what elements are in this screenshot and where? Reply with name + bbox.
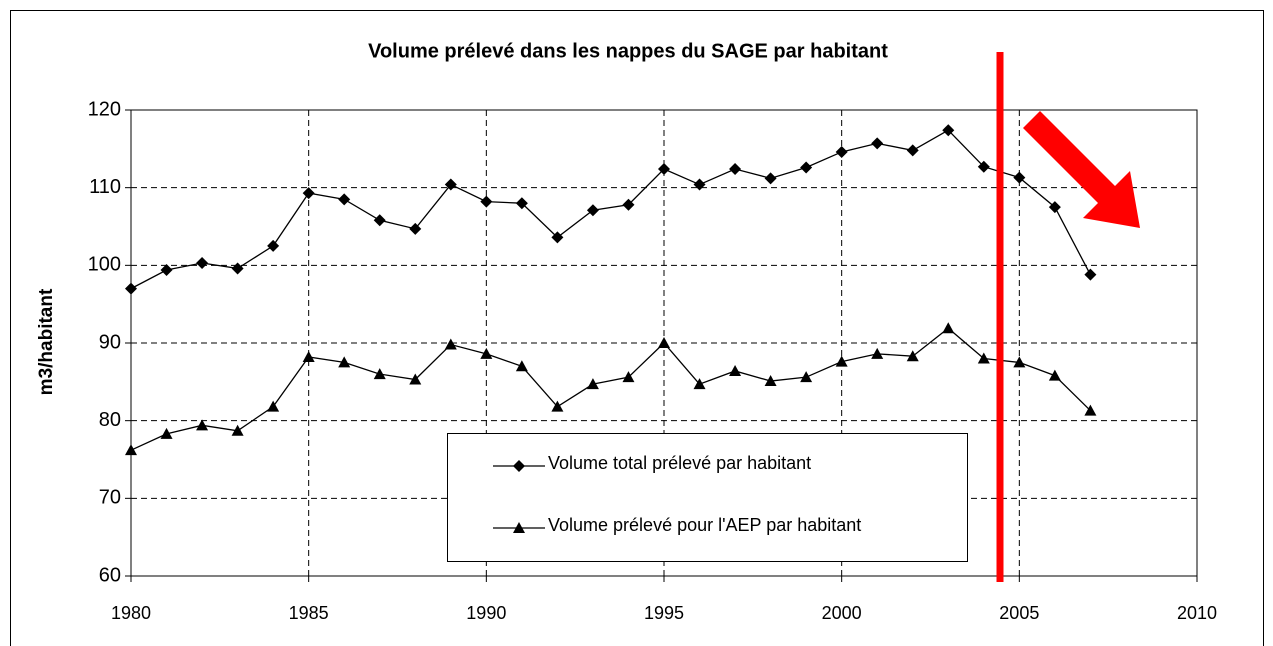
chart-title: Volume prélevé dans les nappes du SAGE p…: [368, 40, 888, 62]
y-tick-label: 70: [99, 487, 121, 509]
y-tick-label: 60: [99, 564, 121, 586]
point: [373, 214, 386, 227]
point: [515, 360, 528, 372]
legend-marker: [513, 522, 525, 533]
point: [231, 424, 244, 436]
x-tick-label: 1985: [289, 603, 329, 623]
point: [231, 262, 244, 275]
point: [267, 239, 280, 252]
point: [729, 364, 742, 376]
legend: Volume total prélevé par habitant Volume …: [447, 433, 968, 562]
plot-border: [130, 109, 1198, 577]
chart-border: [10, 10, 1264, 646]
point: [125, 444, 137, 456]
point: [125, 282, 137, 295]
point: [196, 257, 209, 270]
point: [622, 371, 635, 383]
point: [302, 350, 315, 362]
point: [409, 222, 422, 235]
point: [1013, 171, 1026, 184]
x-tick-label: 1995: [644, 603, 684, 623]
point: [693, 378, 706, 390]
point: [1084, 404, 1097, 416]
trend-arrow: [1023, 111, 1140, 228]
series-line: [130, 129, 1091, 290]
point: [444, 338, 457, 350]
point: [1048, 201, 1061, 214]
point: [942, 322, 955, 334]
point: [267, 400, 280, 412]
point: [977, 352, 990, 364]
x-tick-label: 2000: [822, 603, 862, 623]
point: [800, 161, 813, 174]
point: [764, 172, 777, 185]
point: [551, 231, 564, 244]
point: [338, 356, 351, 368]
point: [302, 187, 315, 200]
point: [622, 198, 635, 211]
legend-box: [447, 433, 968, 562]
x-tick-label: 2010: [1177, 603, 1217, 623]
point: [835, 145, 848, 158]
legend-marker: [513, 460, 525, 472]
point: [693, 178, 706, 191]
y-axis-label: m3/habitant: [36, 288, 57, 395]
point: [480, 347, 493, 359]
point: [835, 355, 848, 367]
point: [1013, 356, 1026, 368]
point: [906, 144, 919, 157]
point: [658, 337, 670, 348]
point: [515, 197, 528, 210]
point: [764, 375, 777, 387]
point: [1084, 268, 1097, 281]
x-tick-label: 2005: [999, 603, 1039, 623]
plot-area: 60 70 80 90 100 110 120 1980 1985 1990 1995 2000 200…: [88, 98, 1217, 622]
point: [800, 371, 813, 383]
point: [373, 368, 386, 380]
point: [871, 137, 884, 150]
y-tick-label: 90: [99, 331, 121, 353]
x-tick-label: 1990: [466, 603, 506, 623]
point: [977, 160, 990, 173]
point: [942, 124, 955, 137]
y-tick-label: 80: [99, 409, 121, 431]
y-tick-label: 110: [89, 176, 121, 198]
point: [196, 419, 209, 431]
point: [906, 350, 919, 362]
point: [729, 163, 742, 176]
y-tick-label: 100: [88, 254, 121, 276]
point: [658, 163, 670, 176]
point: [480, 195, 493, 208]
y-tick-label: 120: [88, 98, 121, 120]
point: [586, 204, 599, 217]
series-line: [130, 327, 1091, 451]
point: [160, 427, 173, 439]
point: [338, 193, 351, 206]
point: [871, 347, 884, 359]
legend-label: Volume total prélevé par habitant: [548, 453, 811, 473]
point: [409, 373, 422, 385]
point: [586, 378, 599, 390]
legend-label: Volume prélevé pour l'AEP par habitant: [548, 515, 861, 535]
point: [444, 178, 457, 191]
point: [1048, 369, 1061, 381]
x-tick-label: 1980: [111, 603, 151, 623]
point: [160, 263, 173, 276]
point: [551, 400, 564, 412]
